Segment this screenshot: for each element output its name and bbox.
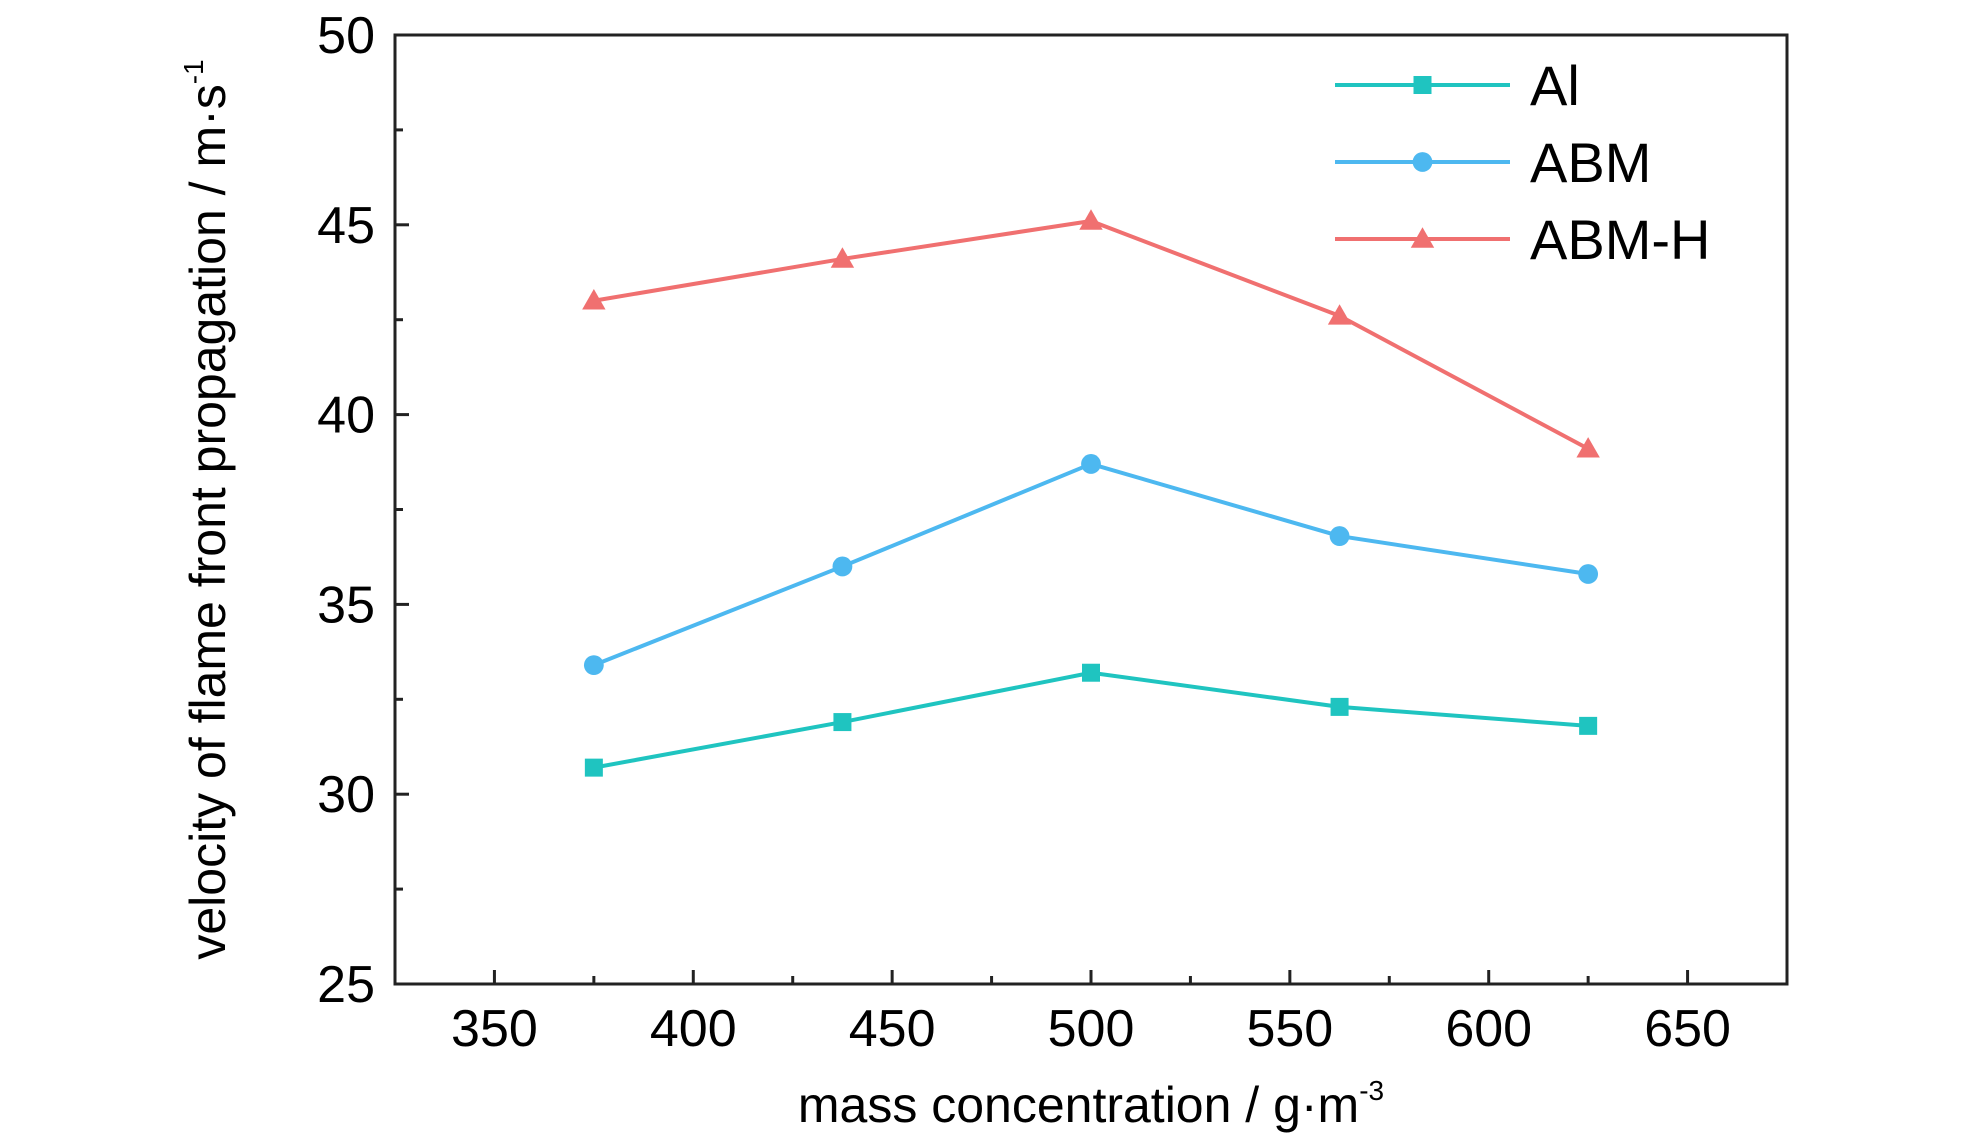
data-point — [1576, 437, 1600, 458]
series-abm — [583, 454, 1599, 676]
ticks-layer: 25 30 35 40 45 50 350 400 450 500 550 600 650 — [317, 7, 1731, 1058]
series-layer — [582, 209, 1600, 777]
data-point — [584, 758, 603, 777]
legend: Al ABM ABM-H — [1335, 54, 1710, 271]
y-tick-label: 50 — [317, 7, 375, 65]
plot-frame — [393, 33, 1789, 986]
data-point — [582, 289, 606, 310]
x-tick-label: 600 — [1445, 1000, 1532, 1058]
x-tick-label: 500 — [1048, 1000, 1135, 1058]
y-tick-label: 45 — [317, 197, 375, 255]
y-axis-title-main: velocity of flame front propagation / m·… — [180, 84, 236, 959]
legend-marker — [1413, 76, 1432, 94]
series-line — [593, 461, 1589, 667]
data-point — [583, 655, 604, 676]
x-axis-title-main: mass concentration / g·m — [798, 1077, 1359, 1133]
legend-marker — [1410, 227, 1435, 248]
x-tick-label: 400 — [650, 1000, 737, 1058]
data-point — [832, 556, 853, 577]
y-tick-label: 25 — [317, 956, 375, 1014]
legend-label: ABM-H — [1530, 208, 1710, 271]
series-line — [593, 219, 1590, 451]
data-point — [1327, 304, 1352, 325]
legend-entry: ABM-H — [1335, 208, 1710, 271]
series-al — [584, 663, 1598, 777]
data-point — [830, 247, 855, 268]
legend-label: ABM — [1530, 131, 1651, 194]
data-point — [1579, 716, 1598, 735]
legend-entry: Al — [1335, 54, 1580, 117]
x-axis-title-sup: -3 — [1359, 1075, 1384, 1106]
data-point — [1081, 454, 1101, 474]
y-axis-title-sup: -1 — [178, 59, 209, 84]
data-point — [1578, 564, 1599, 584]
data-point — [1330, 697, 1349, 716]
x-tick-label: 650 — [1644, 1000, 1731, 1058]
x-tick-label: 450 — [849, 1000, 936, 1058]
y-tick-label: 30 — [317, 766, 375, 824]
data-point — [1082, 663, 1100, 682]
x-tick-label: 350 — [451, 1000, 538, 1058]
legend-marker — [1412, 152, 1433, 172]
series-line — [593, 670, 1589, 770]
x-axis-title: mass concentration / g·m-3 — [798, 1075, 1384, 1133]
data-point — [1079, 209, 1103, 230]
y-axis-title: velocity of flame front propagation / m·… — [178, 59, 236, 959]
series-abm-h — [582, 209, 1600, 458]
data-point — [833, 713, 852, 732]
data-point — [1329, 526, 1350, 546]
y-tick-label: 40 — [317, 387, 375, 445]
x-tick-label: 550 — [1246, 1000, 1333, 1058]
legend-label: Al — [1530, 54, 1580, 117]
legend-entry: ABM — [1335, 131, 1651, 194]
y-tick-label: 35 — [317, 576, 375, 634]
